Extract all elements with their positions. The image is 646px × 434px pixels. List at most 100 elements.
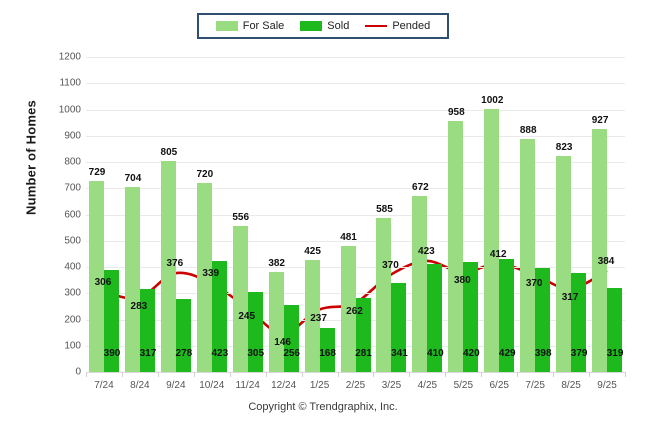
value-label-sold: 281 xyxy=(355,348,372,359)
value-label-sold: 168 xyxy=(319,348,336,359)
bar-for-sale[interactable] xyxy=(520,138,536,372)
gridline xyxy=(86,135,625,137)
y-axis-tick-label: 100 xyxy=(64,340,81,352)
gridline xyxy=(86,214,625,216)
x-axis-tick-mark xyxy=(229,372,231,377)
value-label-pended: 283 xyxy=(130,300,148,312)
x-axis-tick-label: 1/25 xyxy=(309,380,330,391)
bar-sold[interactable] xyxy=(283,304,299,372)
value-label-pended: 339 xyxy=(202,268,220,279)
value-label-pended: 412 xyxy=(489,248,507,260)
y-axis-title: Number of Homes xyxy=(23,100,39,215)
legend-entry-sold[interactable]: Sold xyxy=(300,20,349,32)
value-label-pended: 423 xyxy=(418,245,435,257)
bar-sold[interactable] xyxy=(607,288,623,372)
value-label-pended: 146 xyxy=(274,336,291,348)
bar-for-sale[interactable] xyxy=(484,108,500,372)
bar-sold[interactable] xyxy=(211,260,227,372)
bar-group: 556 305 xyxy=(230,57,266,372)
y-axis-tick-label: 600 xyxy=(64,209,81,220)
value-label-pended: 306 xyxy=(94,276,112,288)
y-axis-tick-label: 500 xyxy=(64,235,81,247)
value-label-pended: 370 xyxy=(525,277,543,289)
bar-for-sale[interactable] xyxy=(232,226,248,372)
bar-group: 927 319 xyxy=(589,57,625,372)
value-label-sold: 410 xyxy=(427,348,444,359)
value-label-for-sale: 729 xyxy=(88,166,106,178)
x-axis-tick-mark xyxy=(445,372,447,377)
y-axis-tick-label: 800 xyxy=(64,156,81,168)
bar-group: 888 398 xyxy=(517,57,553,372)
x-axis-tick-mark xyxy=(86,372,87,377)
bar-for-sale[interactable] xyxy=(556,155,572,372)
bar-sold[interactable] xyxy=(355,298,371,372)
value-label-for-sale: 958 xyxy=(447,106,465,118)
value-label-pended: 237 xyxy=(310,312,327,324)
bar-sold[interactable] xyxy=(463,261,479,372)
bar-for-sale[interactable] xyxy=(160,160,176,372)
value-label-sold: 429 xyxy=(498,348,516,359)
legend-swatch-icon xyxy=(300,21,323,31)
bar-group: 805 278 xyxy=(158,57,194,372)
x-axis-tick-mark xyxy=(121,372,123,377)
bar-for-sale[interactable] xyxy=(89,180,104,372)
x-axis-tick-label: 2/25 xyxy=(345,380,366,391)
bar-sold[interactable] xyxy=(104,269,119,372)
bar-for-sale[interactable] xyxy=(340,245,356,372)
bar-for-sale[interactable] xyxy=(304,260,320,372)
bar-for-sale[interactable] xyxy=(412,195,428,372)
x-axis-tick-label: 5/25 xyxy=(453,380,474,391)
bar-sold[interactable] xyxy=(139,288,155,372)
chart-legend: For Sale Sold Pended xyxy=(197,13,449,39)
bar-group: 823 379 xyxy=(553,57,589,372)
bar-for-sale[interactable] xyxy=(592,128,608,372)
legend-entry-pended[interactable]: Pended xyxy=(365,20,430,32)
legend-label: For Sale xyxy=(242,20,285,32)
bar-sold[interactable] xyxy=(391,282,407,372)
y-axis-tick-label: 400 xyxy=(64,261,81,273)
x-axis-line xyxy=(86,372,625,373)
legend-line-icon xyxy=(365,25,388,27)
bar-sold[interactable] xyxy=(247,291,263,372)
bar-sold[interactable] xyxy=(427,264,443,372)
legend-label: Sold xyxy=(327,20,350,32)
x-axis-tick-mark xyxy=(625,372,626,377)
bar-sold[interactable] xyxy=(535,267,551,372)
x-axis-tick-label: 7/24 xyxy=(94,380,114,391)
value-label-for-sale: 1002 xyxy=(481,94,504,106)
bar-sold[interactable] xyxy=(319,327,335,372)
bar-for-sale[interactable] xyxy=(376,218,392,372)
bar-group: 672 410 xyxy=(409,57,445,372)
bar-sold[interactable] xyxy=(175,299,191,372)
x-axis-tick-mark xyxy=(265,372,267,377)
x-axis-tick-mark xyxy=(589,372,591,377)
legend-entry-for-sale[interactable]: For Sale xyxy=(215,20,285,32)
x-axis-tick-label: 7/25 xyxy=(525,380,545,391)
gridline xyxy=(86,109,625,111)
gridline xyxy=(86,162,625,163)
bar-for-sale[interactable] xyxy=(196,183,212,372)
value-label-for-sale: 556 xyxy=(232,212,250,224)
value-label-sold: 423 xyxy=(211,348,229,359)
bar-for-sale[interactable] xyxy=(268,271,284,372)
value-label-sold: 319 xyxy=(606,348,624,359)
bar-group: 958 420 xyxy=(445,57,481,372)
y-axis-tick-label: 1000 xyxy=(58,104,81,115)
x-axis-tick-mark xyxy=(553,372,555,377)
gridline xyxy=(86,83,625,85)
x-axis-tick-mark xyxy=(373,372,375,377)
bar-for-sale[interactable] xyxy=(448,120,464,372)
value-label-sold: 390 xyxy=(103,348,121,359)
value-label-for-sale: 585 xyxy=(376,204,393,216)
y-axis-tick-label: 300 xyxy=(64,287,81,299)
x-axis-tick-label: 8/24 xyxy=(130,380,150,391)
bar-sold[interactable] xyxy=(571,272,587,372)
value-label-pended: 376 xyxy=(166,258,184,270)
value-label-sold: 398 xyxy=(534,348,552,359)
bar-for-sale[interactable] xyxy=(124,187,140,372)
bar-sold[interactable] xyxy=(499,259,515,372)
x-axis-tick-mark xyxy=(157,372,159,377)
value-label-for-sale: 704 xyxy=(124,173,142,185)
value-label-for-sale: 382 xyxy=(268,257,285,269)
